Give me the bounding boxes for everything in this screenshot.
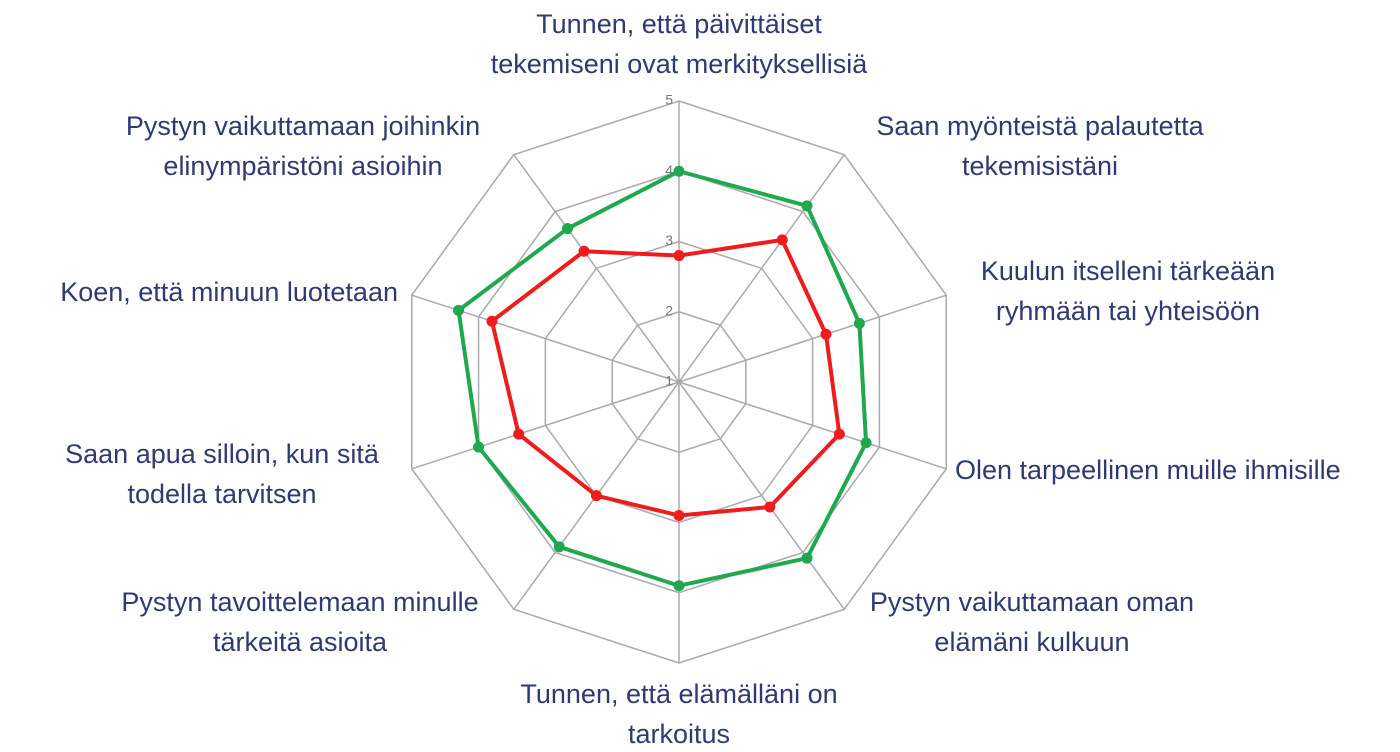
axis-label: Pystyn tavoittelemaan minulle tärkeitä a… bbox=[121, 587, 479, 657]
axis-label: Pystyn vaikuttamaan joihinkin elinympäri… bbox=[125, 111, 481, 181]
marker bbox=[590, 490, 602, 502]
marker bbox=[486, 315, 498, 327]
spoke bbox=[678, 154, 845, 383]
marker bbox=[801, 200, 813, 212]
marker bbox=[453, 304, 465, 316]
marker bbox=[473, 441, 485, 453]
axis-label: Saan apua silloin, kun sitä todella tarv… bbox=[65, 439, 379, 509]
marker bbox=[578, 245, 590, 257]
marker bbox=[513, 428, 525, 440]
axis-label: Tunnen, että päivittäiset tekemiseni ova… bbox=[490, 9, 868, 79]
marker bbox=[562, 223, 574, 235]
axis-label: Koen, että minuun luotetaan bbox=[60, 277, 398, 307]
spoke bbox=[513, 154, 680, 383]
marker bbox=[764, 501, 776, 513]
tick-label: 2 bbox=[665, 302, 673, 318]
series-line bbox=[456, 169, 869, 588]
marker bbox=[820, 328, 832, 340]
tick-label: 5 bbox=[665, 92, 673, 108]
marker bbox=[860, 437, 872, 449]
marker bbox=[673, 509, 685, 521]
axis-label: Kuulun itselleni tärkeään ryhmään tai yh… bbox=[980, 256, 1276, 326]
marker bbox=[853, 317, 865, 329]
marker bbox=[553, 541, 565, 553]
axis-label: Saan myönteistä palautetta tekemisistäni bbox=[876, 111, 1204, 181]
marker bbox=[833, 428, 845, 440]
tick-label: 4 bbox=[665, 162, 673, 178]
spoke bbox=[678, 381, 845, 610]
marker bbox=[801, 552, 813, 564]
spoke bbox=[411, 381, 680, 470]
axis-label: Pystyn vaikuttamaan oman elämäni kulkuun bbox=[869, 587, 1195, 657]
tick-label: 3 bbox=[665, 232, 673, 248]
marker bbox=[776, 234, 788, 246]
marker bbox=[673, 580, 685, 592]
spoke bbox=[678, 294, 947, 383]
marker bbox=[673, 165, 685, 177]
axis-label: Tunnen, että elämälläni on tarkoitus bbox=[520, 679, 838, 749]
spoke bbox=[678, 381, 947, 470]
marker bbox=[673, 250, 685, 262]
axis-label: Olen tarpeellinen muille ihmisille bbox=[955, 455, 1341, 485]
tick-label: 1 bbox=[665, 373, 673, 389]
